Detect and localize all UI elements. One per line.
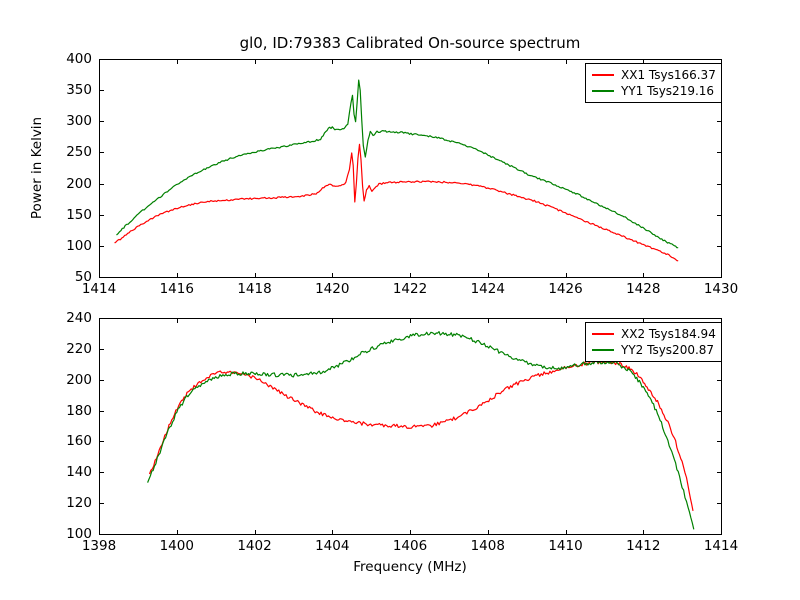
- legend-line-sample-yy2: [592, 349, 614, 351]
- chart-title: gl0, ID:79383 Calibrated On-source spect…: [239, 34, 581, 52]
- series-curve-xx2: [148, 360, 694, 512]
- x-tick-label-1430: 1430: [703, 281, 739, 297]
- legend-line-sample-yy1: [592, 90, 614, 92]
- x-tick-label-1410: 1410: [548, 538, 583, 554]
- y-tick-label-350: 350: [66, 82, 92, 99]
- x-tick-label-1414: 1414: [81, 281, 117, 297]
- y-tick-label-100: 100: [66, 526, 92, 542]
- legend-entry-yy2: YY2 Tsys200.87: [592, 342, 716, 358]
- x-axis-label: Frequency (MHz): [353, 559, 467, 575]
- y-tick-label-240: 240: [66, 310, 92, 326]
- legend-entry-yy1: YY1 Tsys219.16: [592, 83, 716, 99]
- x-tick-label-1422: 1422: [392, 281, 428, 297]
- legend-label-yy1: YY1 Tsys219.16: [621, 84, 715, 98]
- series-curve-yy1: [116, 79, 679, 249]
- y-tick-label-120: 120: [66, 495, 92, 512]
- y-tick-label-400: 400: [66, 51, 92, 67]
- legend-entry-xx2: XX2 Tsys184.94: [592, 326, 716, 342]
- x-tick-label-1408: 1408: [470, 538, 505, 554]
- legend-top-plot: XX1 Tsys166.37 YY1 Tsys219.16: [585, 63, 722, 103]
- legend-label-xx2: XX2 Tsys184.94: [621, 327, 716, 341]
- x-tick-label-1412: 1412: [626, 538, 661, 554]
- y-tick-label-200: 200: [66, 175, 92, 192]
- x-tick-label-1420: 1420: [315, 281, 350, 297]
- x-tick-label-1400: 1400: [159, 538, 194, 554]
- x-tick-label-1424: 1424: [470, 281, 505, 297]
- y-tick-label-180: 180: [66, 402, 92, 419]
- y-tick-label-200: 200: [66, 371, 92, 388]
- x-tick-label-1402: 1402: [237, 538, 272, 554]
- x-tick-label-1426: 1426: [548, 281, 583, 297]
- legend-label-yy2: YY2 Tsys200.87: [621, 343, 715, 357]
- legend-label-xx1: XX1 Tsys166.37: [621, 68, 716, 82]
- series-curve-xx1: [114, 143, 679, 262]
- y-tick-label-100: 100: [66, 237, 92, 254]
- y-tick-label-50: 50: [74, 269, 92, 285]
- legend-line-sample-xx2: [592, 333, 614, 335]
- legend-bottom-plot: XX2 Tsys184.94 YY2 Tsys200.87: [585, 322, 722, 362]
- x-tick-label-1416: 1416: [159, 281, 194, 297]
- legend-line-sample-xx1: [592, 74, 614, 76]
- series-curve-yy2: [147, 331, 695, 530]
- y-tick-label-150: 150: [66, 206, 92, 223]
- x-tick-label-1418: 1418: [237, 281, 272, 297]
- y-tick-label-140: 140: [66, 464, 92, 481]
- axes-frame-plot2: [99, 318, 722, 535]
- y-tick-label-220: 220: [66, 340, 92, 357]
- y-axis-label: Power in Kelvin: [29, 116, 45, 220]
- axes-frame-plot1: [99, 59, 722, 278]
- y-tick-label-250: 250: [66, 144, 92, 161]
- x-tick-label-1398: 1398: [81, 538, 117, 554]
- x-tick-label-1406: 1406: [392, 538, 428, 554]
- x-tick-label-1404: 1404: [315, 538, 350, 554]
- x-tick-label-1414: 1414: [703, 538, 739, 554]
- y-tick-label-160: 160: [66, 433, 92, 450]
- x-tick-label-1428: 1428: [626, 281, 661, 297]
- y-tick-label-300: 300: [66, 113, 92, 130]
- legend-entry-xx1: XX1 Tsys166.37: [592, 67, 716, 83]
